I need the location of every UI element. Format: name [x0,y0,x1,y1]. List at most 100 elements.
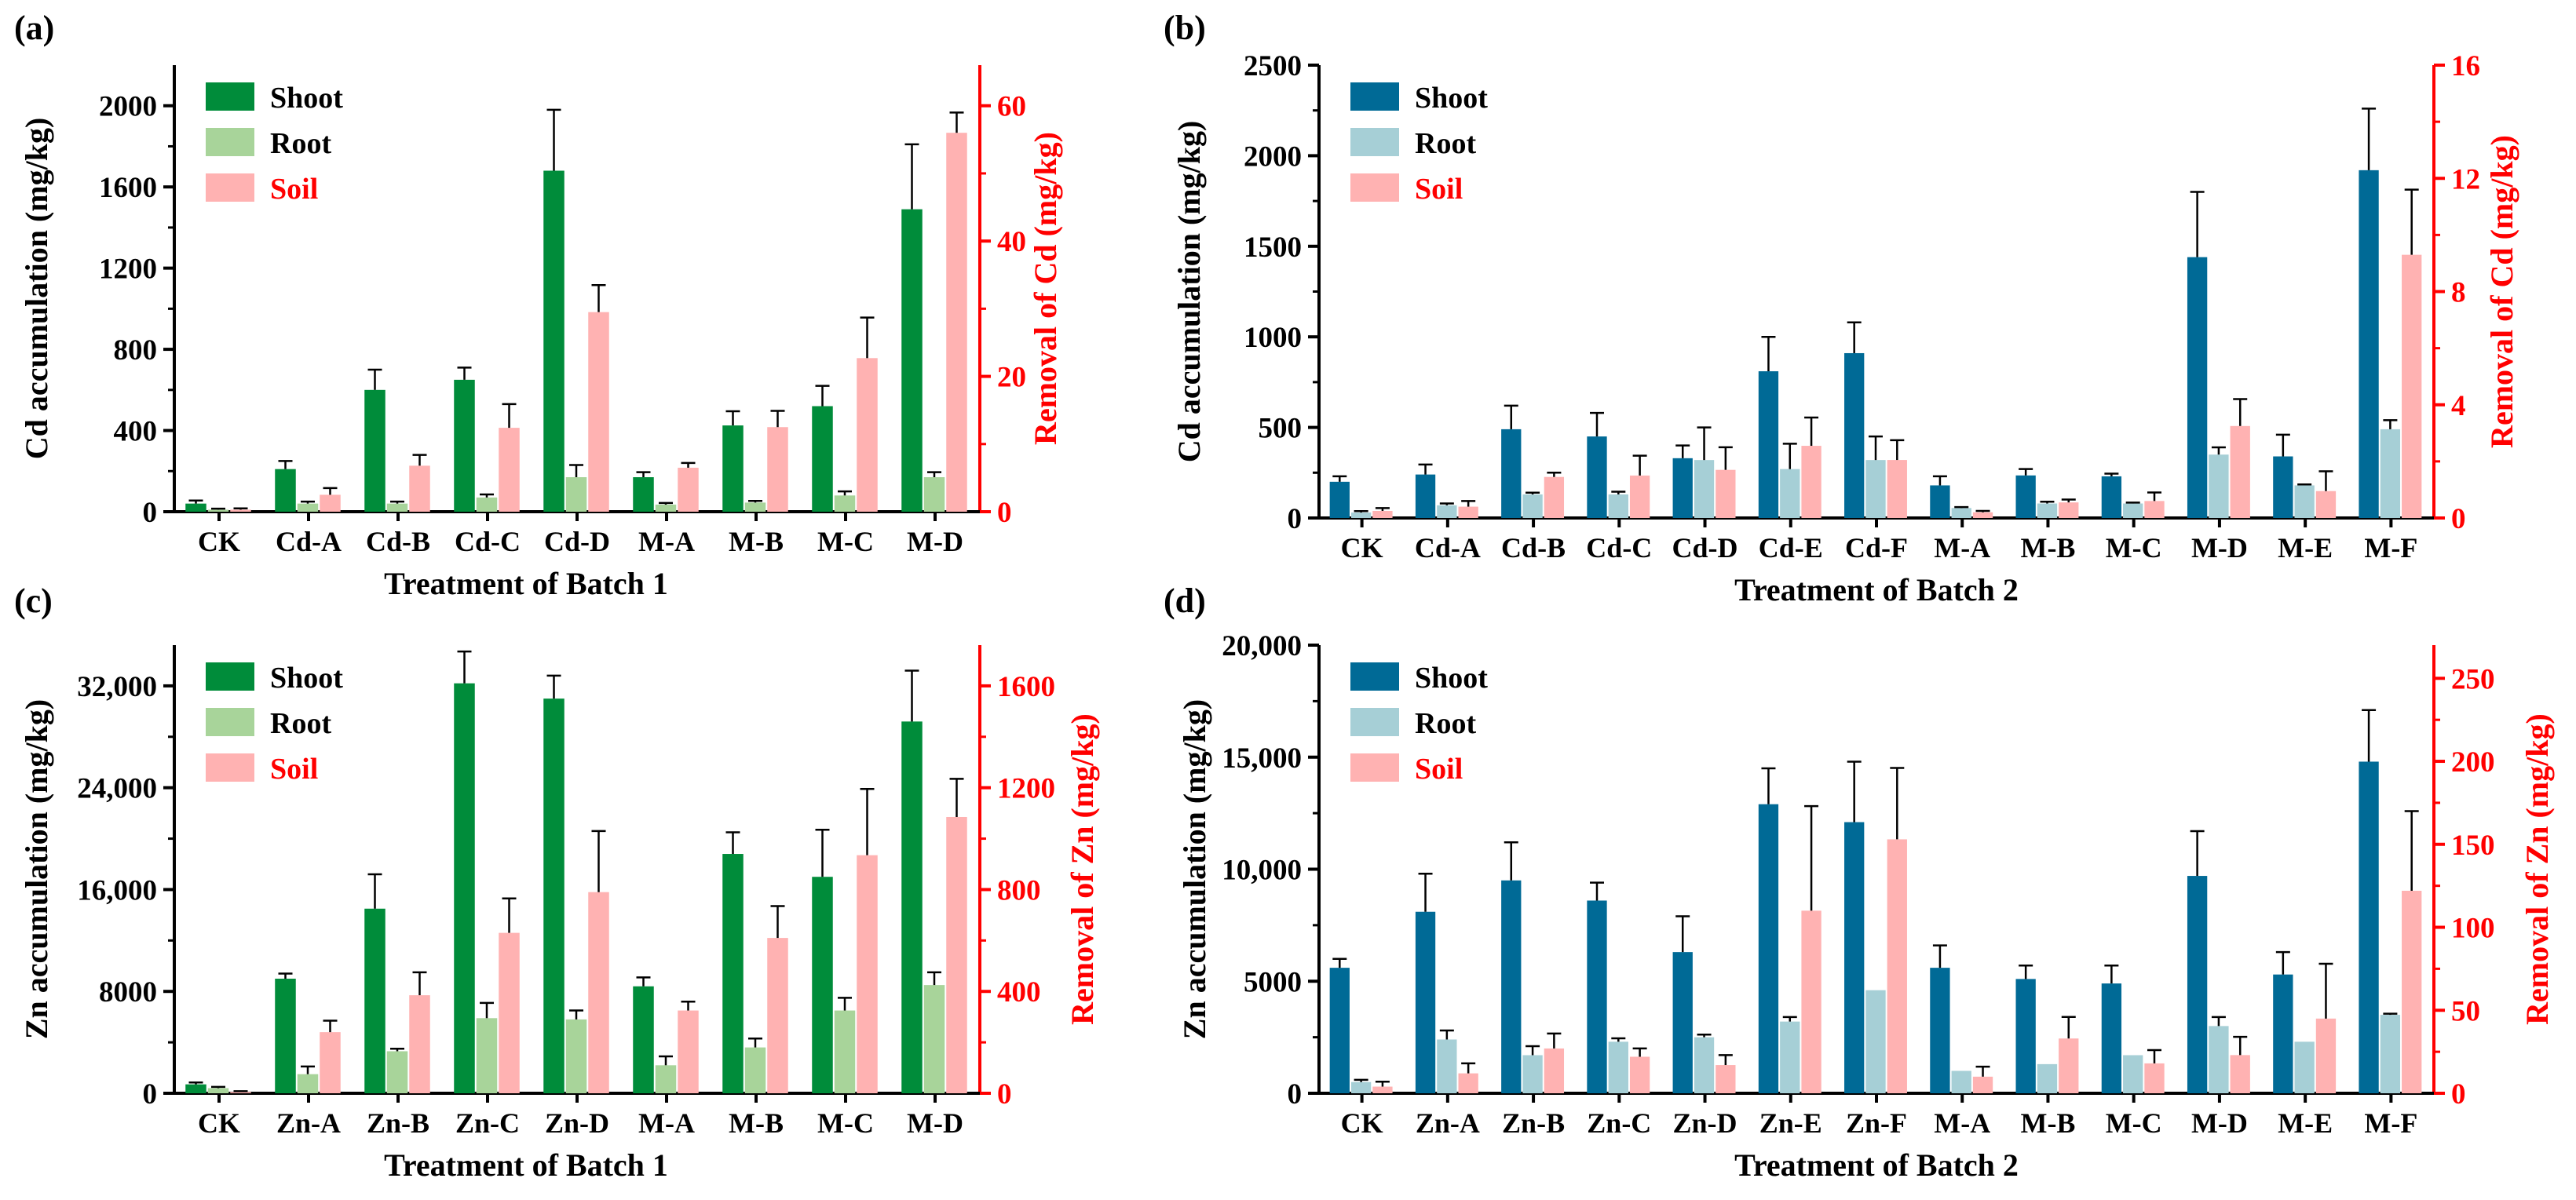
x-tick-label: M-C [2106,1107,2162,1139]
right-tick-label: 400 [997,976,1041,1009]
x-tick-label: Zn-A [276,1107,341,1139]
bar-shoot [2273,456,2293,518]
bar-root [1694,460,1715,518]
legend-swatch-root [206,128,254,156]
left-tick-label: 1200 [99,253,157,286]
panel-c: (c) 0 8000 16,000 24,000 32,000 0 400 800 1200 160… [14,582,1100,1183]
bar-root [834,495,856,512]
left-tick-label: 10,000 [1222,855,1302,887]
legend-label-shoot: Shoot [270,662,343,695]
bar-soil [1629,475,1650,518]
bar-root [207,1088,229,1093]
y2-axis-title: Removal of Zn (mg/kg) [1065,713,1100,1025]
bar-shoot [1415,911,1436,1093]
y2-axis-title: Removal of Cd (mg/kg) [2484,135,2519,448]
x-tick-label: M-F [2364,1107,2417,1139]
bar-soil [2230,1055,2250,1093]
bar-soil [320,1032,341,1093]
y-axis-title: Cd accumulation (mg/kg) [19,118,54,460]
bar-soil [230,509,251,512]
bar-root [386,503,408,512]
x-axis-title: Treatment of Batch 2 [1734,1147,2019,1183]
legend-swatch-soil [206,173,254,202]
right-tick-label: 16 [2451,50,2480,82]
bar-shoot [454,379,475,512]
bar-shoot [1844,822,1865,1093]
bar-soil [1972,1076,1993,1093]
bar-root [1951,1071,1971,1093]
y-axis-title: Zn accumulation (mg/kg) [19,699,54,1039]
right-tick-label: 100 [2451,913,2495,945]
left-tick-label: 2000 [1244,140,1302,173]
bar-root [1780,469,1800,518]
bar-root [923,985,945,1093]
legend-label-root: Root [1415,707,1476,740]
bar-shoot [2101,476,2122,518]
bar-soil [1887,460,1907,518]
bar-root [744,1047,766,1093]
x-tick-label: Cd-F [1845,532,1908,564]
panel-label: (b) [1164,9,1206,47]
bar-root [2037,503,2058,518]
panel-a: (a) 0 400 800 1200 1600 2000 0 20 40 60 CK Cd-A Cd-B C… [14,9,1063,601]
left-tick-label: 5000 [1244,966,1302,998]
legend-label-soil: Soil [1415,173,1463,206]
bar-shoot [1844,352,1865,518]
x-tick-label: Cd-A [1415,532,1481,564]
legend-label-root: Root [270,707,331,740]
bar-soil [767,427,788,512]
legend-label-root: Root [1415,127,1476,160]
x-tick-label: M-A [1934,1107,1990,1139]
x-axis-title: Treatment of Batch 1 [384,566,668,601]
bar-root [297,503,319,512]
bar-soil [678,1010,699,1093]
bar-root [297,1074,319,1093]
bar-root [565,1019,587,1093]
panel-d: (d) 0 5000 10,000 15,000 20,000 0 50 100 150 200 25… [1164,582,2555,1183]
legend-label-shoot: Shoot [1415,662,1488,695]
y-axis-title: Zn accumulation (mg/kg) [1177,699,1212,1039]
left-tick-label: 24,000 [77,773,157,805]
bar-shoot [1501,429,1522,518]
bar-root [2380,1015,2401,1093]
bar-root [1951,508,1971,518]
legend-swatch-shoot [1350,82,1399,111]
left-tick-label: 20,000 [1222,630,1302,662]
bar-shoot [812,406,833,512]
right-tick-label: 0 [997,1078,1012,1111]
x-tick-label: CK [1341,1107,1383,1139]
x-tick-label: Zn-C [455,1107,520,1139]
x-tick-label: CK [198,1107,240,1139]
x-tick-label: M-E [2278,1107,2333,1139]
bar-soil [588,312,609,512]
panel-label: (d) [1164,582,1206,620]
bar-soil [1544,1048,1565,1093]
bar-shoot [454,683,475,1093]
x-tick-label: M-A [638,526,695,557]
bar-shoot [2015,979,2036,1093]
x-tick-label: Cd-B [1501,532,1566,564]
x-tick-label: Zn-D [545,1107,609,1139]
x-tick-label: M-C [2106,532,2162,564]
bar-root [476,1018,498,1093]
x-tick-label: Zn-A [1416,1107,1480,1139]
legend-swatch-soil [1350,173,1399,202]
bar-shoot [1501,880,1522,1093]
x-tick-label: Zn-B [367,1107,429,1139]
bar-soil [2059,502,2079,518]
bar-root [1522,1055,1543,1093]
x-tick-label: Cd-C [455,526,521,557]
right-tick-label: 200 [2451,746,2495,779]
bar-soil [1372,1086,1393,1093]
x-tick-label: Cd-E [1759,532,1823,564]
x-tick-label: M-B [2020,1107,2075,1139]
bar-root [2123,1055,2143,1093]
x-tick-label: Zn-C [1587,1107,1651,1139]
bar-soil [2230,425,2250,518]
right-tick-label: 0 [2451,503,2466,535]
legend-swatch-root [1350,708,1399,736]
legend-label-shoot: Shoot [270,82,343,115]
bar-soil [2059,1038,2079,1093]
bar-root [476,497,498,512]
x-tick-label: Zn-D [1673,1107,1737,1139]
